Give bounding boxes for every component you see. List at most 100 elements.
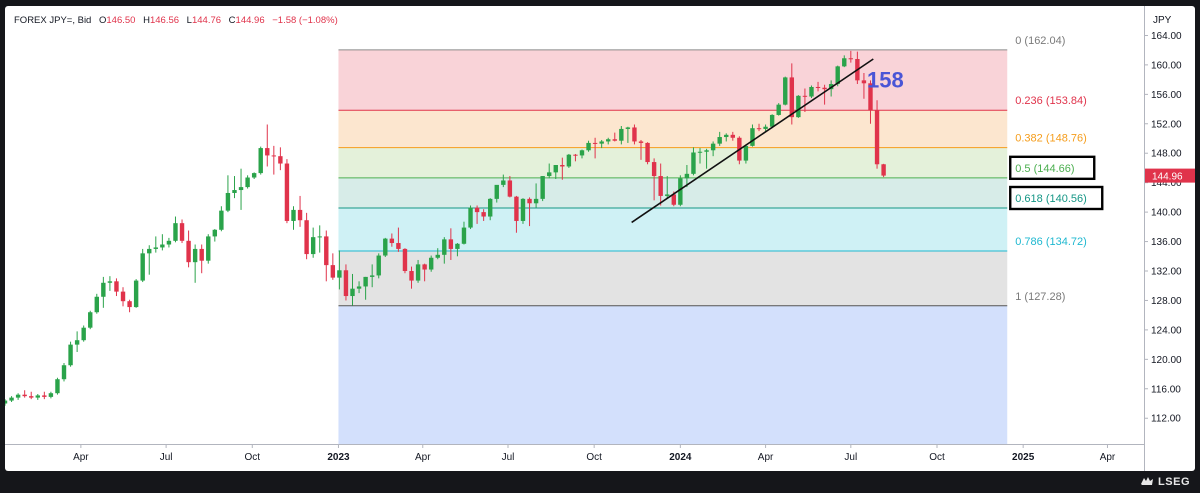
ohlc-legend: FOREX JPY=, Bid O146.50 H146.56 L144.76 … (14, 15, 338, 26)
fib-label: 0.382 (148.76) (1015, 133, 1087, 145)
candle-body (724, 134, 729, 138)
candle-body (560, 165, 565, 167)
candle-body (324, 236, 329, 266)
candle-body (297, 209, 303, 221)
candle-body (68, 344, 73, 366)
candle-body (337, 270, 342, 278)
y-tick-label: 120.00 (1151, 355, 1182, 366)
candle-body (874, 110, 880, 165)
y-tick-label: 152.00 (1151, 119, 1182, 130)
low-label: L (186, 15, 192, 26)
candle-body (566, 154, 572, 167)
candle-body (691, 152, 696, 174)
candle-body (55, 379, 60, 394)
candle-body (697, 151, 703, 153)
candle-body (783, 77, 788, 105)
candle-body (815, 86, 821, 88)
candle-body (258, 148, 263, 174)
candle-body (842, 58, 847, 67)
candle-body (304, 220, 309, 255)
candle-body (402, 248, 408, 272)
candle-body (409, 271, 414, 281)
fib-band (338, 207, 1008, 251)
x-tick-label: Apr (758, 452, 774, 463)
candle-body (376, 255, 381, 276)
candle-body (225, 192, 231, 211)
candle-body (455, 243, 460, 249)
fib-label-box (1009, 185, 1104, 211)
brand-logo-icon (1141, 477, 1154, 485)
x-tick-label: Jul (844, 452, 857, 463)
candle-body (173, 223, 178, 241)
candle-body (330, 265, 336, 278)
candle-body (15, 394, 21, 398)
candle-body (481, 212, 486, 217)
candle-body (9, 397, 14, 401)
candle-body (133, 280, 139, 308)
candle-body (127, 301, 132, 308)
candle-body (756, 128, 762, 130)
x-tick-label: Apr (1100, 452, 1116, 463)
y-tick-label: 128.00 (1151, 296, 1182, 307)
candle-body (350, 288, 355, 297)
chart-panel: 158 0 (162.04) 0.236 (153.84) 0.382 (148.76… (5, 6, 1195, 471)
x-tick-label: Jul (502, 452, 515, 463)
candle-body (186, 240, 191, 263)
candle-body (494, 184, 499, 199)
candle-body (710, 143, 716, 151)
candle-body (612, 139, 617, 141)
candle-body (868, 83, 873, 111)
candle-body (42, 395, 47, 397)
x-tick-label: Oct (586, 452, 602, 463)
fib-label-box (1009, 155, 1096, 181)
candle-body (678, 178, 683, 205)
candle-body (343, 270, 349, 297)
candle-body (651, 162, 657, 177)
candle-body (547, 172, 552, 177)
fib-band (338, 110, 1008, 148)
candle-body (487, 198, 493, 217)
candle-body (861, 80, 867, 84)
y-tick-label: 124.00 (1151, 325, 1182, 336)
x-tick-label: Oct (245, 452, 261, 463)
candle-body (822, 87, 827, 90)
currency-label: JPY (1153, 15, 1172, 26)
last-price-label: 144.96 (1152, 172, 1183, 183)
last-price-badge (1145, 168, 1195, 183)
y-tick-label: 144.00 (1151, 178, 1182, 189)
candle-body (363, 276, 368, 287)
fib-band (338, 305, 1008, 444)
chart-canvas[interactable]: 158 0 (162.04) 0.236 (153.84) 0.382 (148.76… (5, 6, 1195, 471)
fib-band (338, 147, 1008, 178)
candle-body (81, 327, 86, 341)
candle-body (415, 264, 421, 281)
candle-body (468, 207, 473, 228)
candle-body (579, 150, 585, 156)
high-value: 146.56 (149, 15, 180, 26)
candle-body (48, 393, 54, 397)
x-tick-label: 2024 (669, 452, 692, 463)
candle-body (848, 58, 854, 60)
candle-body (22, 394, 27, 397)
fib-label: 0 (162.04) (1015, 35, 1065, 47)
footer-bar: LSEG (0, 471, 1200, 493)
candle-body (166, 240, 172, 245)
low-value: 144.76 (191, 15, 222, 26)
candle-body (743, 145, 749, 161)
brand-name: LSEG (1158, 476, 1190, 488)
candle-body (422, 264, 427, 270)
open-label: O (99, 15, 107, 26)
candle-body (179, 223, 185, 241)
candle-body (317, 236, 322, 238)
close-label: C (228, 15, 236, 26)
fib-label: 1 (127.28) (1015, 291, 1065, 303)
candle-body (140, 253, 145, 281)
candle-body (684, 173, 690, 179)
annotation-158: 158 (867, 68, 904, 93)
x-tick-label: 2025 (1012, 452, 1035, 463)
candle-body (514, 196, 519, 221)
y-tick-label: 116.00 (1151, 384, 1181, 395)
candle-body (29, 396, 34, 398)
candle-body (74, 340, 80, 345)
